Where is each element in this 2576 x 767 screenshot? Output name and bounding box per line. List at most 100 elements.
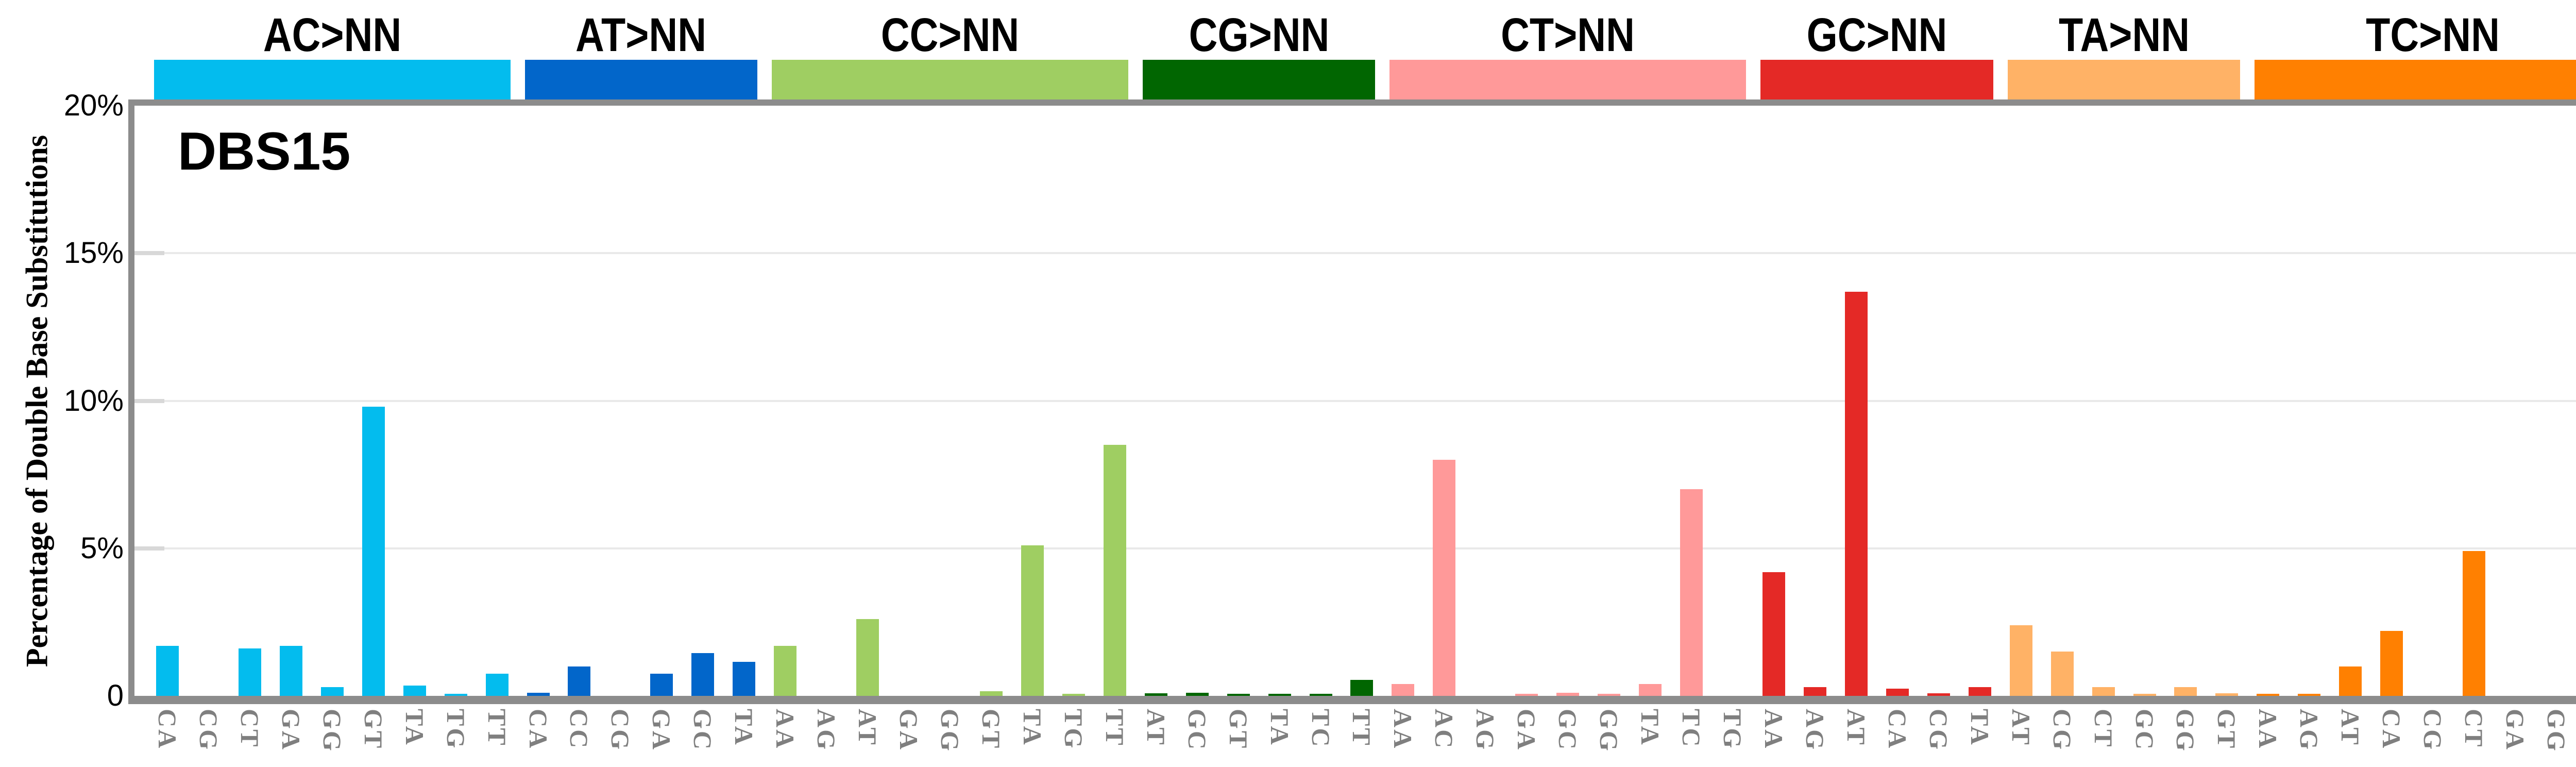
y-tick-mark	[134, 546, 164, 551]
x-tick-label: TA	[1965, 709, 1994, 747]
bar-AT-TA	[733, 662, 756, 696]
bar-CG-TA	[1268, 694, 1291, 696]
group-header-label: TA>NN	[2058, 9, 2190, 61]
x-tick-label: CG	[2047, 709, 2077, 752]
x-tick-label: GA	[894, 709, 924, 752]
bar-AC-TA	[403, 685, 426, 696]
x-tick-label: TA	[1018, 709, 1047, 747]
bar-TC-AG	[2298, 694, 2321, 696]
group-color-box-CC-NN	[772, 60, 1128, 99]
x-tick-label: GC	[2130, 709, 2159, 752]
bar-CT-TC	[1680, 489, 1703, 696]
x-tick-label: TG	[441, 709, 470, 751]
bar-AC-GT	[362, 406, 385, 696]
group-header-label: CC>NN	[880, 9, 1020, 61]
x-tick-label: GC	[688, 709, 718, 752]
x-tick-label: CA	[152, 709, 182, 751]
y-tick-label: 5%	[80, 531, 124, 565]
x-tick-label: TA	[1636, 709, 1665, 747]
x-tick-label: TT	[482, 709, 512, 747]
bar-TC-CT	[2463, 551, 2486, 696]
x-tick-label: GC	[1553, 709, 1583, 752]
bar-AC-GA	[279, 645, 302, 696]
x-tick-label: GT	[359, 709, 388, 751]
bar-TA-CG	[2050, 652, 2074, 696]
x-tick-label: AA	[1759, 709, 1788, 751]
bar-TA-GT	[2215, 693, 2239, 696]
x-tick-label: CC	[565, 709, 594, 751]
group-header-label: AC>NN	[263, 9, 401, 61]
bar-CG-AT	[1144, 693, 1167, 696]
x-tick-label: CG	[606, 709, 635, 752]
x-tick-label: TC	[1306, 709, 1335, 749]
x-tick-label: TA	[730, 709, 759, 747]
bar-AT-GA	[650, 674, 673, 696]
x-tick-label: GA	[647, 709, 676, 752]
page-title: DBS15	[178, 122, 351, 181]
bar-CG-TT	[1350, 679, 1374, 696]
x-tick-label: GG	[317, 709, 347, 753]
group-color-box-CT-NN	[1389, 60, 1746, 99]
x-tick-label: TG	[1718, 709, 1748, 751]
bar-CG-GT	[1227, 694, 1250, 696]
x-tick-label: TG	[1059, 709, 1088, 751]
plot-border	[128, 99, 2576, 696]
y-tick-mark	[134, 398, 164, 403]
bar-CT-GA	[1515, 694, 1538, 696]
x-tick-label: AT	[2006, 709, 2036, 747]
x-tick-label: GG	[936, 709, 964, 753]
bar-CG-GC	[1185, 693, 1209, 696]
x-tick-label: AT	[1841, 709, 1871, 747]
x-tick-label: GG	[2171, 709, 2200, 753]
x-tick-label: TA	[1265, 709, 1294, 747]
group-header-label: GC>NN	[1806, 9, 1947, 61]
bar-TA-CT	[2092, 687, 2115, 696]
x-tick-label: GT	[2212, 709, 2242, 751]
x-tick-label: AG	[1800, 709, 1829, 752]
y-tick-label: 20%	[63, 89, 124, 122]
x-tick-label: AA	[771, 709, 800, 751]
bar-AC-GG	[320, 687, 344, 696]
x-tick-label: CA	[523, 709, 553, 751]
group-header-label: TC>NN	[2366, 9, 2500, 61]
x-tick-label: TT	[1347, 709, 1377, 747]
bar-CC-TT	[1103, 445, 1126, 696]
bar-AC-TG	[444, 694, 467, 696]
x-tick-label: GT	[976, 709, 1006, 751]
x-tick-label: CA	[1883, 709, 1912, 751]
bar-TC-CA	[2380, 631, 2403, 696]
x-tick-label: CG	[1924, 709, 1953, 752]
x-tick-label: CT	[2460, 709, 2489, 749]
y-tick-label: 0	[107, 679, 124, 712]
bar-AC-TT	[485, 674, 509, 696]
y-tick-label: 10%	[63, 384, 124, 418]
group-color-box-GC-NN	[1760, 60, 1993, 99]
bar-CC-TA	[1021, 545, 1044, 696]
bar-GC-CG	[1927, 693, 1950, 696]
x-tick-label: AT	[1141, 709, 1171, 747]
bar-CT-AA	[1392, 684, 1415, 696]
group-color-box-CG-NN	[1142, 60, 1376, 99]
bar-CC-GT	[979, 691, 1003, 696]
x-tick-label: AG	[2295, 709, 2324, 752]
x-tick-label: GA	[2501, 709, 2530, 752]
bar-AT-GC	[691, 653, 715, 696]
group-header-label: CT>NN	[1501, 9, 1635, 61]
x-tick-label: GC	[1182, 709, 1212, 752]
bar-CT-AC	[1433, 460, 1456, 696]
bar-CT-GG	[1598, 694, 1621, 696]
x-tick-label: AT	[853, 709, 883, 747]
x-tick-label: CG	[194, 709, 223, 752]
x-tick-label: CT	[2089, 709, 2118, 749]
bar-GC-CA	[1886, 688, 1909, 696]
x-tick-label: GA	[1512, 709, 1541, 752]
x-tick-label: AC	[1430, 709, 1459, 751]
bar-CT-GC	[1556, 693, 1580, 696]
x-tick-label: GA	[276, 709, 306, 752]
y-tick-mark	[134, 251, 164, 256]
bar-CC-AA	[774, 645, 797, 696]
x-tick-label: AG	[1471, 709, 1500, 752]
y-tick-label: 15%	[63, 236, 124, 270]
bar-AT-CC	[568, 666, 591, 696]
bar-TA-GG	[2174, 687, 2197, 696]
